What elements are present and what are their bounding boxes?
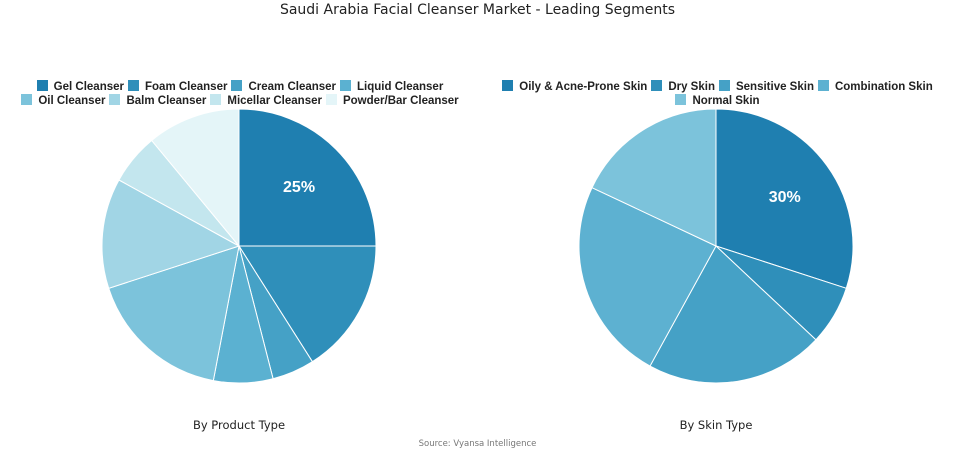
caption-product-type: By Product Type	[192, 418, 286, 432]
legend-label: Sensitive Skin	[735, 81, 814, 93]
pie-slice	[591, 108, 717, 247]
legend-item: Micellar Cleanser	[210, 94, 322, 108]
legend-label: Foam Cleanser	[145, 81, 228, 93]
legend-swatch	[340, 80, 352, 91]
legend-label: Micellar Cleanser	[227, 95, 322, 107]
legend-swatch	[651, 80, 663, 91]
legend-label: Cream Cleanser	[248, 81, 337, 93]
legend-item: Combination Skin	[817, 80, 933, 94]
legend-label: Powder/Bar Cleanser	[342, 95, 459, 107]
legend-item: Normal Skin	[675, 94, 760, 108]
legend-label: Oil Cleanser	[38, 95, 106, 107]
legend-item: Dry Skin	[651, 80, 715, 94]
legend-label: Gel Cleanser	[53, 81, 124, 93]
legend-item: Oily & Acne-Prone Skin	[502, 80, 647, 94]
legend-item: Powder/Bar Cleanser	[325, 94, 459, 108]
legend-product-type: Gel Cleanser Foam Cleanser Cream Cleanser L…	[15, 80, 465, 108]
legend-label: Dry Skin	[668, 81, 715, 93]
legend-swatch	[109, 94, 121, 105]
legend-skin-type: Oily & Acne-Prone Skin Dry Skin Sensitive …	[495, 80, 940, 108]
pie-slice	[238, 108, 377, 247]
legend-label: Liquid Cleanser	[357, 81, 444, 93]
legend-item: Balm Cleanser	[109, 94, 206, 108]
pie-product-type: 25%	[101, 108, 377, 384]
legend-swatch	[210, 94, 222, 105]
legend-label: Normal Skin	[692, 95, 760, 107]
caption-skin-type: By Skin Type	[679, 418, 753, 432]
legend-label: Balm Cleanser	[126, 95, 207, 107]
pie-slice	[715, 108, 854, 289]
pie-slice	[150, 108, 240, 248]
legend-label: Oily & Acne-Prone Skin	[519, 81, 648, 93]
legend-swatch	[718, 80, 730, 91]
legend-item: Cream Cleanser	[231, 80, 336, 94]
legend-item: Foam Cleanser	[128, 80, 227, 94]
legend-swatch	[36, 80, 48, 91]
legend-swatch	[128, 80, 139, 91]
legend-swatch	[502, 80, 514, 91]
pie-slice	[108, 245, 240, 382]
legend-item: Liquid Cleanser	[340, 80, 443, 94]
pie-slice	[649, 245, 817, 384]
slice-label: 30%	[769, 189, 801, 206]
legend-item: Oil Cleanser	[21, 94, 105, 108]
pie-slice	[238, 245, 377, 363]
pie-slice	[578, 187, 717, 367]
legend-swatch	[21, 94, 33, 105]
source-note: Source: Vyansa Intelligence	[418, 439, 537, 449]
legend-swatch	[231, 80, 243, 91]
legend-swatch	[675, 94, 687, 105]
legend-item: Gel Cleanser	[36, 80, 124, 94]
slice-label: 25%	[283, 179, 315, 196]
legend-swatch	[817, 80, 829, 91]
legend-swatch	[325, 94, 337, 105]
legend-label: Combination Skin	[834, 81, 933, 93]
pie-slice	[101, 179, 241, 289]
legend-item: Sensitive Skin	[718, 80, 814, 94]
chart-title: Saudi Arabia Facial Cleanser Market - Le…	[279, 2, 676, 18]
pie-skin-type: 30%	[578, 108, 854, 384]
